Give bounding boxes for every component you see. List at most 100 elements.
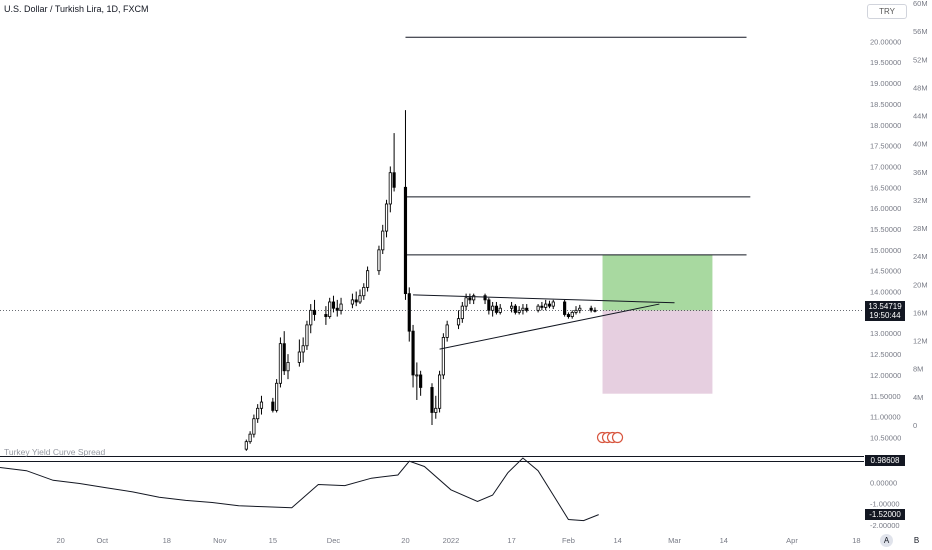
- candle-body: [278, 343, 282, 384]
- candle-body: [309, 309, 313, 326]
- price-tick-label: 18.00000: [870, 121, 901, 130]
- candle-body: [513, 305, 517, 313]
- volume-tick-label: 60M: [913, 0, 928, 8]
- countdown-timer: 19:50:44: [869, 311, 901, 321]
- indicator-value-tag: 0.98608: [865, 455, 905, 467]
- candle-body: [335, 307, 339, 311]
- candle-body: [403, 186, 408, 295]
- candle-body: [362, 286, 366, 297]
- candle-body: [578, 307, 582, 311]
- volume-tick-label: 32M: [913, 196, 928, 205]
- time-tick-label: 18: [852, 536, 860, 545]
- candles: [244, 110, 597, 451]
- candle-body: [472, 295, 476, 301]
- candle-body: [392, 172, 396, 188]
- indicator-line: [0, 457, 864, 522]
- price-tick-label: 15.00000: [870, 246, 901, 255]
- candle-body: [248, 433, 252, 443]
- volume-tick-label: 12M: [913, 337, 928, 346]
- last-price-value: 13.54719: [868, 302, 902, 312]
- volume-tick-label: 20M: [913, 280, 928, 289]
- stop-zone: [602, 310, 713, 394]
- candle-body: [411, 330, 415, 376]
- volume-tick-label: 24M: [913, 252, 928, 261]
- candle-body: [282, 343, 286, 372]
- candle-body: [256, 407, 260, 420]
- price-tick-label: 19.00000: [870, 79, 901, 88]
- candle-body: [331, 301, 336, 309]
- candle-body: [384, 203, 389, 232]
- time-tick-label: Feb: [562, 536, 575, 545]
- candle-body: [464, 297, 468, 307]
- volume-tick-label: 8M: [913, 365, 923, 374]
- candle-body: [339, 303, 343, 311]
- price-tick-label: 10.50000: [870, 433, 901, 442]
- price-tick-label: 14.50000: [870, 267, 901, 276]
- volume-tick-label: 48M: [913, 83, 928, 92]
- price-tick-label: 11.00000: [870, 413, 901, 422]
- triangle-upper-line: [413, 294, 675, 304]
- candle-body: [487, 299, 491, 311]
- candle-body: [381, 230, 385, 251]
- candle-body: [566, 314, 570, 317]
- position-zones: [602, 254, 713, 394]
- currency-button[interactable]: TRY: [867, 4, 907, 19]
- price-tick-label: 15.50000: [870, 225, 901, 234]
- price-tick-label: 12.50000: [870, 350, 901, 359]
- indicator-tick-label: -1.00000: [870, 500, 900, 509]
- candle-body: [483, 295, 487, 301]
- candle-body: [510, 305, 514, 309]
- candle-body: [460, 305, 464, 320]
- time-tick-label: Dec: [327, 536, 341, 545]
- price-tick-label: 18.50000: [870, 100, 901, 109]
- candle-body: [468, 297, 472, 301]
- candle-body: [297, 351, 301, 363]
- candle-body: [301, 345, 305, 353]
- candle-body: [407, 293, 411, 332]
- indicator-label: Turkey Yield Curve Spread: [4, 447, 106, 457]
- candle-body: [275, 382, 279, 411]
- time-tick-label: 20: [401, 536, 409, 545]
- candle-body: [377, 249, 381, 272]
- candle-body: [547, 303, 552, 307]
- candle-body: [350, 299, 354, 305]
- candle-body: [551, 301, 555, 307]
- candle-body: [419, 374, 423, 388]
- volume-tick-label: 52M: [913, 55, 928, 64]
- price-tick-label: 11.50000: [870, 392, 901, 401]
- candle-body: [441, 337, 445, 376]
- price-tick-label: 17.00000: [870, 162, 901, 171]
- volume-tick-label: 56M: [913, 27, 928, 36]
- candle-body: [354, 299, 358, 303]
- time-tick-label: 20: [56, 536, 64, 545]
- time-axis[interactable]: 20 Oct 18 Nov 15 Dec 20 2022 17 Feb 14 Mar 14 Apr 18: [56, 536, 860, 545]
- time-tick-label: 17: [507, 536, 515, 545]
- auto-scale-button[interactable]: A: [880, 534, 893, 547]
- volume-tick-label: 28M: [913, 224, 928, 233]
- price-tick-label: 13.00000: [870, 329, 901, 338]
- candle-body: [494, 305, 498, 313]
- price-axis[interactable]: 20.00000 19.50000 19.00000 18.50000 18.00000…: [870, 37, 901, 442]
- time-tick-label: Mar: [668, 536, 681, 545]
- candle-body: [563, 301, 567, 315]
- price-tick-label: 19.50000: [870, 58, 901, 67]
- volume-axis: 60M 56M 52M 48M 44M 40M 36M 32M 28M 24M 20M 16M 12M 8…: [913, 0, 928, 430]
- indicator-last-tag: -1.52000: [865, 508, 905, 520]
- candle-body: [445, 324, 449, 338]
- event-icons[interactable]: [596, 431, 624, 444]
- volume-tick-label: 16M: [913, 308, 928, 317]
- volume-tick-label: 36M: [913, 168, 928, 177]
- triangle-lower-line: [439, 303, 660, 350]
- price-tick-label: 14.00000: [870, 288, 901, 297]
- candle-body: [570, 311, 574, 317]
- volume-tick-label: 0: [913, 421, 917, 430]
- candle-body: [521, 307, 525, 311]
- event-flag-icon[interactable]: [611, 431, 624, 444]
- indicator-tick-label: -2.00000: [870, 521, 900, 530]
- candle-body: [491, 305, 495, 311]
- candle-body: [324, 314, 328, 317]
- candle-body: [525, 307, 529, 311]
- scale-b-button[interactable]: B: [913, 536, 920, 545]
- candle-body: [259, 401, 264, 409]
